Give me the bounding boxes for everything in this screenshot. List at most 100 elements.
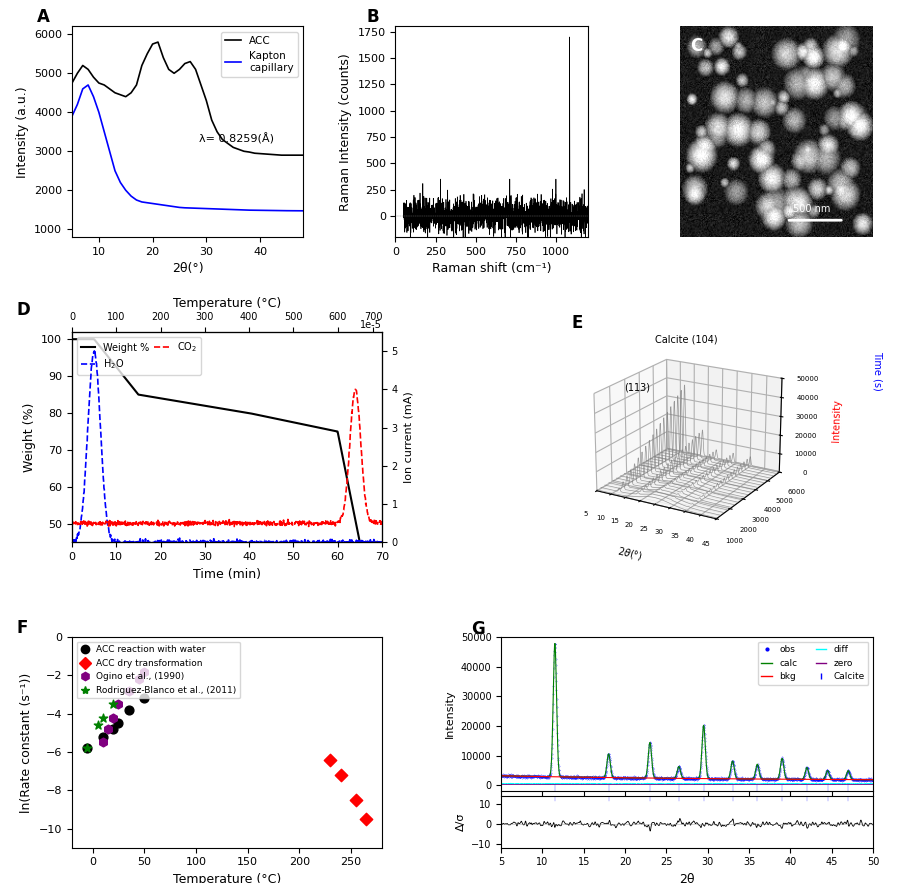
Point (122, 703, 136, 717)
Kapton
capillary (255, 205, 266, 215)
Point (359, 811, 374, 826)
Point (80, 741, 94, 755)
Line: ACC: ACC (72, 42, 303, 155)
ACC (137, 60, 148, 71)
ACC (126, 87, 137, 98)
obs (837, 776, 848, 787)
H$_2$O (280, 537, 291, 547)
obs (515, 772, 526, 782)
bkg (857, 774, 868, 785)
diff (857, 779, 868, 789)
ACC (233, 144, 244, 155)
H$_2$O (314, 537, 325, 547)
Kapton
capillary (244, 205, 255, 215)
calc (788, 774, 799, 785)
CO$_2$ (376, 517, 387, 528)
Point (112, 697, 126, 711)
Kapton
capillary (168, 201, 179, 212)
ACC (158, 52, 168, 63)
Kapton
capillary (276, 206, 287, 216)
Text: Calcite (104): Calcite (104) (655, 335, 718, 344)
Line: Weight %: Weight % (72, 339, 382, 542)
zero (454, 779, 465, 789)
ACC (168, 68, 179, 79)
ACC (298, 150, 309, 161)
ACC (67, 78, 77, 88)
Point (323, 752, 338, 766)
Point (122, 683, 136, 698)
Kapton
capillary (212, 204, 222, 215)
obs (857, 774, 868, 785)
Kapton
capillary (121, 185, 131, 195)
Kapton
capillary (83, 79, 94, 90)
diff (857, 779, 868, 789)
H$_2$O (193, 537, 203, 547)
H$_2$O (98, 483, 109, 494)
diff (642, 778, 652, 789)
ACC (179, 58, 190, 69)
CO$_2$ (104, 521, 115, 532)
Kapton
capillary (292, 206, 303, 216)
ACC (217, 134, 228, 145)
Kapton
capillary (179, 202, 190, 213)
Kapton
capillary (233, 205, 244, 215)
Text: E: E (572, 313, 582, 332)
Text: 1e-5: 1e-5 (360, 320, 382, 329)
Kapton
capillary (104, 146, 115, 156)
diff (868, 779, 878, 789)
Point (95, 729, 110, 743)
ACC (271, 149, 282, 160)
ACC (276, 150, 287, 161)
Weight % (376, 537, 387, 547)
Point (106, 711, 121, 725)
ACC (131, 79, 142, 90)
ACC (142, 49, 153, 59)
Kapton
capillary (126, 191, 137, 201)
calc (550, 638, 561, 649)
diff (788, 779, 799, 789)
Kapton
capillary (131, 195, 142, 206)
Point (112, 716, 126, 730)
CO$_2$ (280, 520, 291, 531)
CO$_2$ (193, 517, 203, 527)
Point (333, 768, 347, 782)
Point (80, 741, 94, 755)
Kapton
capillary (287, 206, 298, 216)
Text: B: B (366, 8, 379, 26)
CO$_2$ (67, 517, 77, 528)
ACC (190, 64, 201, 75)
Kapton
capillary (115, 177, 126, 188)
diff (667, 779, 678, 789)
ACC (104, 84, 115, 94)
ACC (222, 138, 233, 148)
Kapton
capillary (184, 203, 195, 214)
ACC (88, 72, 99, 82)
calc (515, 771, 526, 781)
ACC (110, 87, 121, 98)
Y-axis label: Raman Intensity (counts): Raman Intensity (counts) (339, 53, 352, 211)
X-axis label: Temperature (°C): Temperature (°C) (173, 873, 281, 883)
Kapton
capillary (201, 203, 212, 214)
diff (837, 779, 848, 789)
Line: bkg: bkg (501, 776, 873, 780)
Legend: Weight %, H$_2$O, CO$_2$: Weight %, H$_2$O, CO$_2$ (76, 336, 201, 375)
bkg (667, 773, 678, 783)
Text: F: F (16, 619, 28, 637)
Kapton
capillary (222, 204, 233, 215)
H$_2$O (376, 536, 387, 547)
ACC (94, 78, 104, 88)
ACC (260, 148, 271, 159)
zero (463, 779, 473, 789)
Text: (113): (113) (624, 382, 650, 393)
ACC (201, 95, 212, 106)
obs (788, 774, 799, 785)
ACC (153, 37, 164, 48)
Point (101, 722, 115, 736)
ACC (148, 39, 158, 49)
obs (868, 775, 878, 786)
Line: CO$_2$: CO$_2$ (72, 389, 382, 526)
Kapton
capillary (249, 205, 260, 215)
Text: Time (s): Time (s) (873, 351, 883, 391)
Weight % (279, 415, 290, 426)
Point (132, 672, 147, 686)
